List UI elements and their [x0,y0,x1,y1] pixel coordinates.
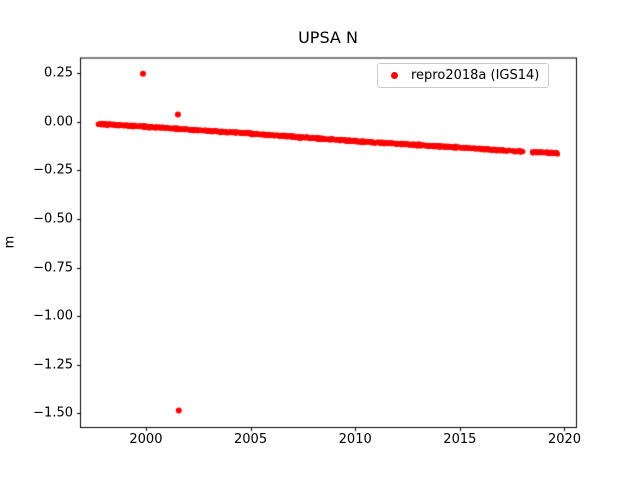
y-tick-label: −1.00 [33,308,73,324]
y-tick-label: −1.50 [33,405,73,421]
legend: repro2018a (IGS14) [377,63,550,88]
x-tick-label: 2010 [338,432,372,447]
y-tick-label: −0.75 [33,260,73,276]
y-tick-label: −0.50 [33,211,73,227]
y-tick-label: 0.25 [44,65,73,81]
chart-title: UPSA N [298,28,358,47]
x-tick-label: 2000 [129,432,163,447]
legend-entry-label: repro2018a (IGS14) [411,68,540,83]
x-tick-label: 2005 [234,432,268,447]
y-tick-label: −1.25 [33,357,73,373]
x-tick-label: 2015 [443,432,477,447]
legend-marker-icon [391,72,398,79]
y-axis-label: m [2,235,18,249]
y-tick-label: 0.00 [44,114,73,130]
y-tick-label: −0.25 [33,162,73,178]
x-tick-label: 2020 [547,432,582,447]
